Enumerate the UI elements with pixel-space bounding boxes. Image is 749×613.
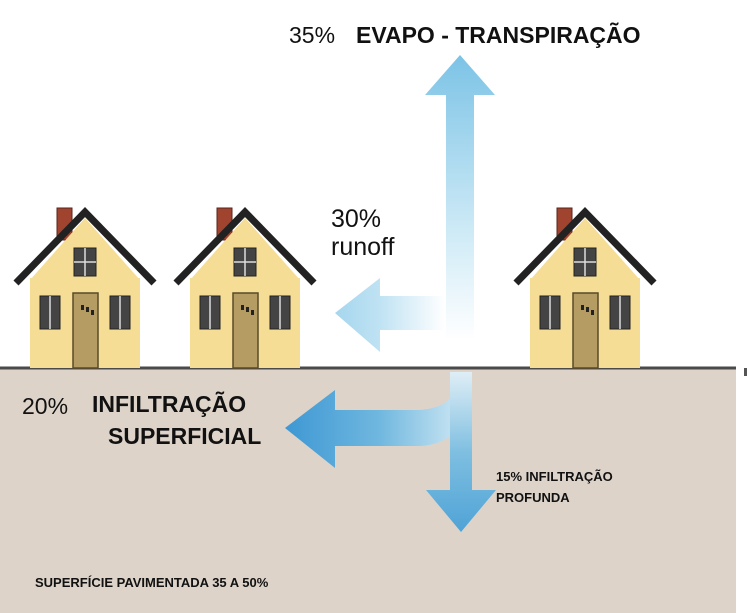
ground	[0, 368, 736, 613]
percent-label: 15%	[496, 469, 522, 484]
percent-label: 30%	[331, 205, 381, 233]
house	[516, 208, 654, 368]
flow-label: EVAPO - TRANSPIRAÇÃO	[356, 21, 641, 48]
shallow-infiltration-arrow	[285, 382, 472, 468]
house	[16, 208, 154, 368]
evapotranspiration-arrow	[425, 55, 495, 340]
percent-label: 20%	[22, 393, 68, 419]
runoff-arrow	[335, 278, 445, 352]
flow-label: PROFUNDA	[496, 490, 570, 505]
surface-label: SUPERFÍCIE PAVIMENTADA 35 A 50%	[35, 575, 269, 590]
flow-label-part: INFILTRAÇÃO	[526, 469, 613, 484]
deep-infiltration-arrow	[426, 372, 496, 532]
flow-label: SUPERFICIAL	[108, 423, 261, 449]
flow-label: INFILTRAÇÃO	[92, 390, 246, 417]
edge-mark	[744, 368, 747, 376]
flow-label: 15% INFILTRAÇÃO	[496, 469, 613, 484]
house	[176, 208, 314, 368]
flow-label: runoff	[331, 233, 395, 261]
percent-label: 35%	[289, 22, 335, 48]
